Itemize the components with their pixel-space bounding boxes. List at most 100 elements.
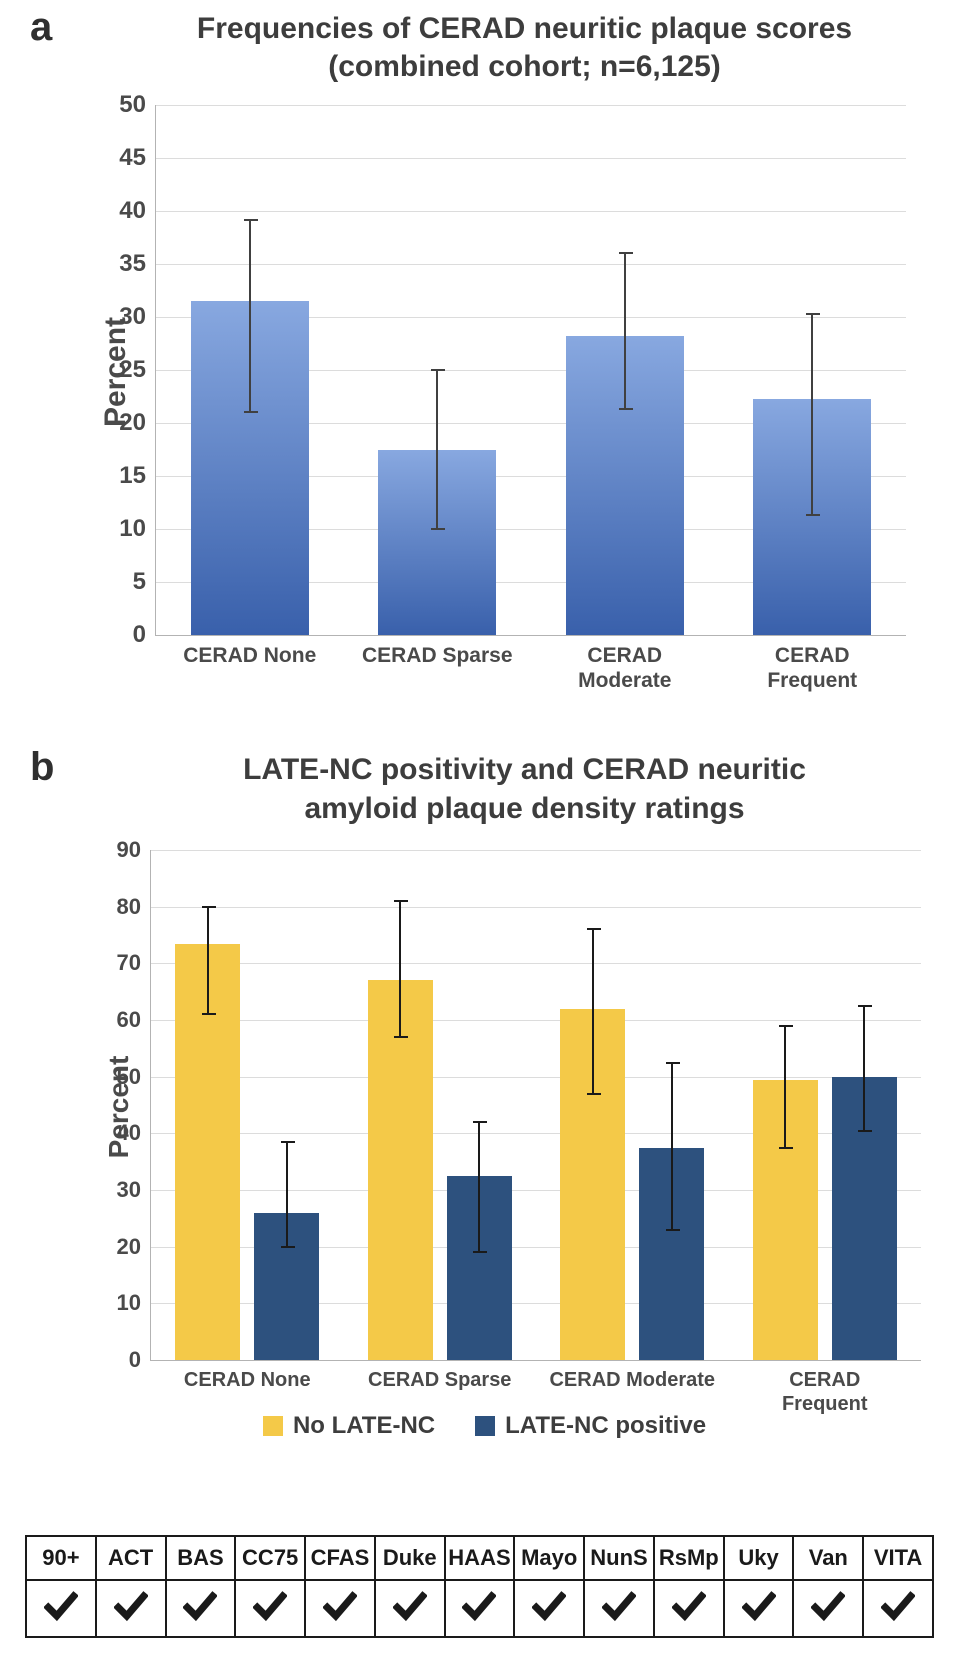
panel-a-title: Frequencies of CERAD neuritic plaque sco… (100, 10, 949, 85)
cohort-check-cell (584, 1580, 654, 1637)
legend-label: LATE-NC positive (505, 1412, 706, 1440)
panel-a-ytick: 45 (119, 144, 156, 172)
panel-b-ytick: 20 (117, 1234, 151, 1260)
cohort-header-cell: BAS (166, 1536, 236, 1580)
panel-b-label: b (30, 745, 54, 790)
check-icon (602, 1589, 636, 1623)
panel-b-errorbar (478, 1122, 480, 1252)
panel-b: bLATE-NC positivity and CERAD neuriticam… (0, 750, 969, 1510)
legend-label: No LATE-NC (293, 1412, 435, 1440)
panel-b-gridline (151, 963, 921, 964)
check-icon (253, 1589, 287, 1623)
cohort-check-cell (166, 1580, 236, 1637)
panel-b-ytick: 0 (129, 1347, 151, 1373)
panel-b-ytick: 70 (117, 950, 151, 976)
cohort-check-cell (235, 1580, 305, 1637)
cohort-header-cell: ACT (96, 1536, 166, 1580)
cohort-header-cell: CFAS (305, 1536, 375, 1580)
legend-entry: No LATE-NC (263, 1412, 435, 1440)
panel-a-ytick: 15 (119, 462, 156, 490)
cohort-check-cell (26, 1580, 96, 1637)
panel-b-legend: No LATE-NC LATE-NC positive (0, 1412, 969, 1440)
panel-b-errorbar (399, 901, 401, 1037)
cohort-header-cell: RsMp (654, 1536, 724, 1580)
panel-a: aFrequencies of CERAD neuritic plaque sc… (0, 10, 969, 730)
panel-a-ytick: 50 (119, 91, 156, 119)
cohort-check-cell (514, 1580, 584, 1637)
panel-b-ytick: 10 (117, 1290, 151, 1316)
cohort-header-cell: VITA (863, 1536, 933, 1580)
panel-a-ytick: 10 (119, 515, 156, 543)
cohort-check-cell (724, 1580, 794, 1637)
panel-b-errorbar (784, 1026, 786, 1148)
legend-swatch (263, 1416, 283, 1436)
panel-b-title: LATE-NC positivity and CERAD neuriticamy… (100, 750, 949, 828)
panel-a-errorbar (624, 253, 626, 409)
check-icon (462, 1589, 496, 1623)
panel-a-errorbar (436, 370, 438, 529)
check-icon (323, 1589, 357, 1623)
panel-a-ytick: 0 (133, 621, 156, 649)
panel-b-ytick: 30 (117, 1177, 151, 1203)
panel-a-gridline (156, 158, 906, 159)
check-icon (881, 1589, 915, 1623)
cohort-check-cell (654, 1580, 724, 1637)
panel-b-plot: 0102030405060708090PercentCERAD NoneCERA… (150, 850, 921, 1361)
cohort-table-element: 90+ACTBASCC75CFASDukeHAASMayoNunSRsMpUky… (25, 1535, 934, 1638)
panel-a-xtick: CERAD Sparse (362, 635, 513, 668)
panel-a-gridline (156, 105, 906, 106)
cohort-header-cell: Van (793, 1536, 863, 1580)
panel-b-ylabel: Percent (103, 1047, 135, 1167)
cohort-header-cell: Duke (375, 1536, 445, 1580)
panel-b-errorbar (671, 1063, 673, 1230)
panel-b-errorbar (207, 907, 209, 1015)
cohort-header-cell: Mayo (514, 1536, 584, 1580)
cohort-header-cell: HAAS (445, 1536, 515, 1580)
panel-b-gridline (151, 1077, 921, 1078)
legend-swatch (475, 1416, 495, 1436)
panel-a-gridline (156, 211, 906, 212)
cohort-header-cell: Uky (724, 1536, 794, 1580)
panel-b-ytick: 90 (117, 837, 151, 863)
check-icon (183, 1589, 217, 1623)
check-icon (672, 1589, 706, 1623)
panel-b-errorbar (592, 929, 594, 1093)
panel-a-ylabel: Percent (99, 312, 133, 432)
panel-b-xtick: CERAD None (184, 1360, 311, 1392)
cohort-header-cell: NunS (584, 1536, 654, 1580)
cohort-check-cell (793, 1580, 863, 1637)
check-icon (742, 1589, 776, 1623)
cohort-table: 90+ACTBASCC75CFASDukeHAASMayoNunSRsMpUky… (25, 1535, 934, 1638)
panel-b-errorbar (863, 1006, 865, 1131)
panel-b-xtick: CERAD Sparse (368, 1360, 511, 1392)
panel-b-xtick: CERAD Frequent (777, 1360, 873, 1416)
panel-b-ytick: 80 (117, 894, 151, 920)
cohort-check-cell (375, 1580, 445, 1637)
check-icon (532, 1589, 566, 1623)
panel-a-gridline (156, 264, 906, 265)
panel-a-ytick: 35 (119, 250, 156, 278)
panel-a-xtick: CERAD Moderate (578, 635, 671, 693)
panel-a-xtick: CERAD None (183, 635, 316, 668)
cohort-check-cell (445, 1580, 515, 1637)
panel-a-errorbar (249, 220, 251, 413)
panel-a-xtick: CERAD Frequent (765, 635, 859, 693)
cohort-header-cell: CC75 (235, 1536, 305, 1580)
cohort-check-cell (96, 1580, 166, 1637)
cohort-header-cell: 90+ (26, 1536, 96, 1580)
panel-b-ytick: 60 (117, 1007, 151, 1033)
panel-a-ytick: 5 (133, 568, 156, 596)
panel-b-gridline (151, 907, 921, 908)
cohort-check-cell (863, 1580, 933, 1637)
panel-a-plot: 05101520253035404550PercentCERAD NoneCER… (155, 105, 906, 636)
panel-a-errorbar (811, 314, 813, 515)
panel-a-ytick: 40 (119, 197, 156, 225)
check-icon (393, 1589, 427, 1623)
panel-b-gridline (151, 1020, 921, 1021)
panel-b-errorbar (286, 1142, 288, 1247)
check-icon (114, 1589, 148, 1623)
check-icon (811, 1589, 845, 1623)
panel-b-xtick: CERAD Moderate (549, 1360, 715, 1392)
panel-b-gridline (151, 850, 921, 851)
legend-entry: LATE-NC positive (475, 1412, 706, 1440)
